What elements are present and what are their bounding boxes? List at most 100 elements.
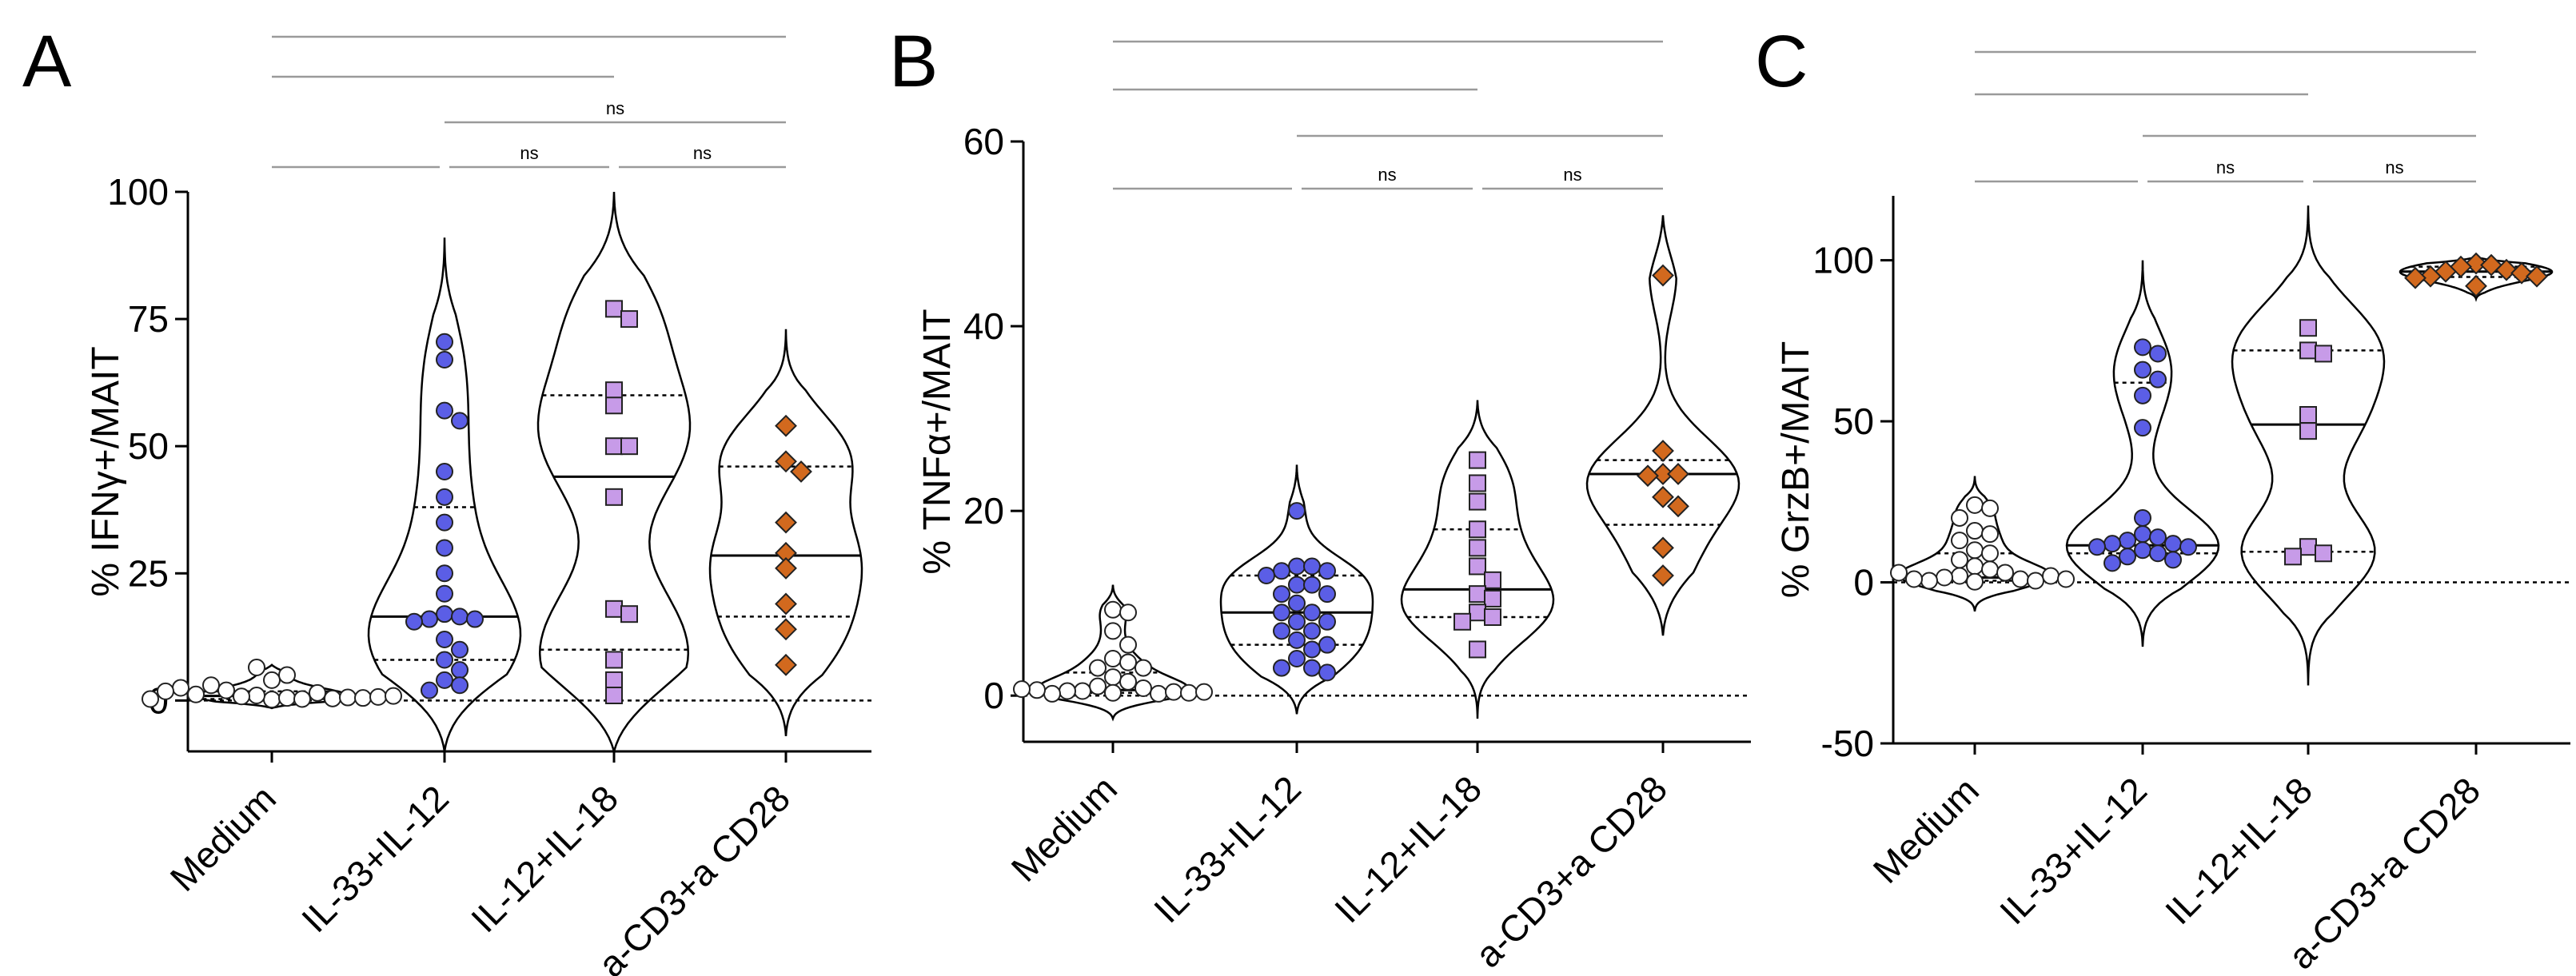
data-point — [1890, 564, 1908, 582]
data-point — [2057, 570, 2075, 588]
data-point — [2284, 548, 2302, 566]
data-point — [1165, 683, 1182, 701]
violin-outline — [2231, 205, 2386, 686]
data-point — [1119, 653, 1137, 671]
data-point — [1303, 576, 1321, 594]
y-tick-label: 0 — [983, 675, 1004, 716]
data-point — [1966, 496, 1984, 514]
data-point — [1119, 604, 1137, 622]
x-tick-label: IL-12+IL-18 — [463, 777, 626, 940]
data-point — [775, 618, 797, 641]
violin-outline — [1400, 400, 1555, 719]
y-tick-label: 75 — [128, 298, 169, 340]
data-point — [1484, 571, 1501, 589]
data-point — [2299, 538, 2317, 556]
data-point — [1150, 684, 1167, 703]
data-point — [1936, 568, 1953, 587]
x-tick-label: IL-12+IL-18 — [2157, 769, 2320, 932]
data-point — [436, 513, 453, 532]
data-point — [405, 612, 423, 631]
x-tick-label: Medium — [1865, 769, 1987, 890]
panel-a: A0255075100% IFNγ+/MAITMediumIL-33+IL-12… — [22, 21, 871, 976]
data-point — [2149, 345, 2167, 363]
significance-label: ns — [693, 143, 712, 163]
data-point — [2134, 508, 2151, 527]
violin-outline — [1035, 584, 1190, 722]
y-tick-label: -50 — [1821, 723, 1874, 764]
data-point — [1318, 612, 1336, 631]
data-point — [436, 488, 453, 506]
data-point — [1059, 682, 1076, 700]
data-point — [2103, 554, 2121, 572]
data-point — [1652, 485, 1674, 508]
data-point — [142, 690, 159, 708]
data-point — [775, 450, 797, 473]
data-point — [2134, 541, 2151, 560]
y-axis-label: % GrzB+/MAIT — [1775, 341, 1817, 598]
data-point — [605, 687, 623, 704]
data-point — [1951, 567, 1968, 585]
data-point — [2465, 252, 2487, 275]
significance-label: ns — [2216, 157, 2235, 177]
data-point — [2465, 274, 2487, 297]
data-point — [187, 685, 205, 703]
data-point — [1288, 631, 1306, 649]
y-tick-label: 20 — [963, 490, 1004, 532]
data-point — [1104, 650, 1122, 668]
data-point — [1318, 562, 1336, 580]
data-point — [1134, 679, 1152, 697]
data-point — [2315, 345, 2332, 363]
data-point — [2510, 261, 2533, 285]
data-point — [1013, 680, 1031, 699]
data-point — [217, 681, 235, 699]
data-point — [436, 564, 453, 583]
data-point — [466, 610, 484, 628]
data-point — [2526, 265, 2548, 288]
data-point — [172, 679, 189, 697]
data-point — [2134, 419, 2151, 437]
x-tick-label: IL-33+IL-12 — [293, 777, 457, 940]
data-point — [233, 687, 250, 706]
y-tick-label: 50 — [128, 425, 169, 467]
data-point — [775, 556, 797, 580]
data-point — [1484, 589, 1501, 608]
data-point — [1637, 464, 1659, 488]
data-point — [293, 690, 311, 708]
data-point — [1469, 451, 1486, 469]
data-point — [1258, 567, 1275, 585]
data-point — [605, 600, 623, 618]
y-axis-label: % TNFα+/MAIT — [916, 309, 959, 574]
data-point — [369, 687, 387, 706]
data-point — [2299, 406, 2317, 424]
data-point — [1273, 562, 1290, 580]
data-point — [2149, 544, 2167, 563]
data-point — [605, 488, 623, 506]
data-point — [1180, 683, 1198, 702]
data-point — [1652, 463, 1674, 485]
data-point — [2299, 319, 2317, 337]
data-point — [263, 691, 281, 709]
data-point — [2419, 265, 2442, 288]
data-point — [1119, 635, 1137, 654]
data-point — [2134, 386, 2151, 404]
data-point — [605, 651, 623, 669]
data-point — [263, 671, 281, 689]
violin-outline — [1219, 464, 1374, 715]
data-point — [1652, 440, 1674, 462]
data-point — [1104, 600, 1122, 619]
data-point — [385, 687, 402, 705]
data-point — [1484, 608, 1501, 627]
data-point — [1469, 539, 1486, 557]
data-point — [2134, 338, 2151, 357]
data-point — [2027, 572, 2044, 590]
data-point — [1920, 572, 1938, 590]
data-point — [436, 539, 453, 557]
data-point — [1951, 508, 1968, 527]
data-point — [1469, 557, 1486, 576]
y-tick-label: 100 — [1812, 240, 1874, 281]
violin-outline — [367, 237, 522, 752]
data-point — [1652, 536, 1674, 560]
data-point — [1966, 541, 1984, 560]
data-point — [248, 659, 265, 676]
data-point — [1288, 576, 1306, 594]
